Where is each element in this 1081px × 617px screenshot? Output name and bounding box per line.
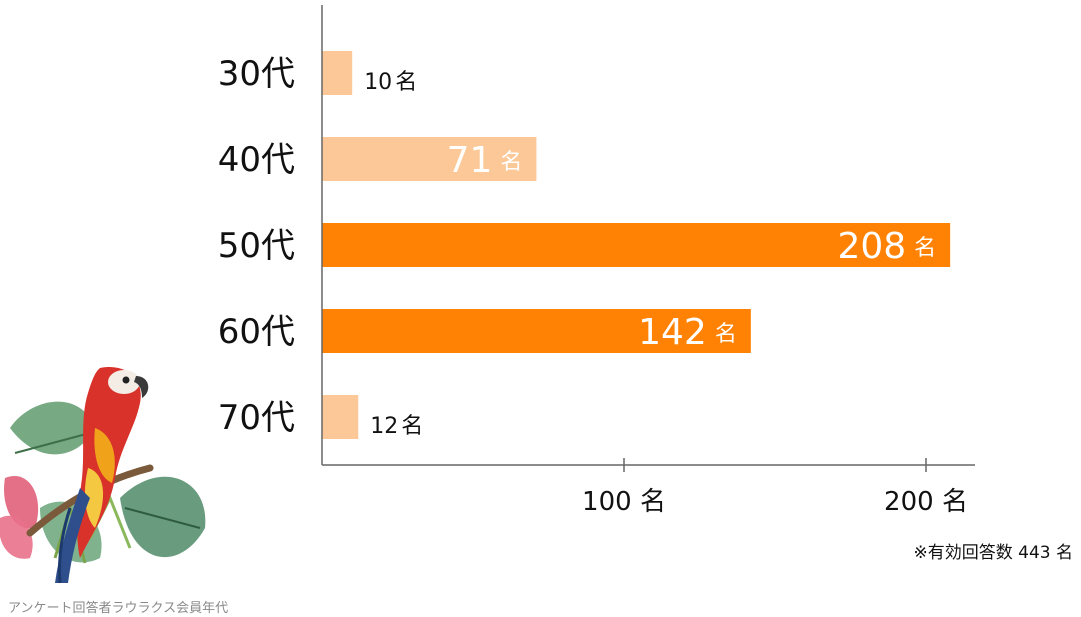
value-label-50: 208: [837, 226, 906, 267]
x-tick-label-200: 200 名: [884, 487, 968, 517]
bar-70: [322, 395, 359, 439]
parrot-icon: [0, 367, 206, 584]
bar-40: [322, 137, 537, 181]
value-label-70: 12: [370, 414, 398, 439]
bars-group: [322, 51, 951, 439]
value-unit-70: 名: [401, 414, 423, 439]
value-label-40: 71: [447, 140, 493, 181]
response-count-note: ※有効回答数 443 名: [913, 543, 1074, 563]
x-tick-label-100: 100 名: [582, 487, 666, 517]
value-unit-40: 名: [500, 150, 522, 175]
value-unit-30: 名: [395, 70, 417, 95]
category-label-30: 30代: [218, 54, 295, 94]
category-label-40: 40代: [218, 140, 295, 180]
bar-60: [322, 309, 751, 353]
value-unit-50: 名: [914, 236, 936, 261]
value-label-60: 142: [638, 312, 707, 353]
x-ticks-group: 100 名 200 名: [582, 458, 968, 517]
category-label-70: 70代: [218, 398, 295, 438]
value-label-30: 10: [364, 70, 392, 95]
value-unit-60: 名: [715, 322, 737, 347]
source-caption: アンケート回答者ラウラクス会員年代: [8, 601, 229, 616]
bar-30: [322, 51, 353, 95]
bar-50: [322, 223, 951, 267]
category-label-60: 60代: [218, 312, 295, 352]
category-label-50: 50代: [218, 226, 295, 266]
